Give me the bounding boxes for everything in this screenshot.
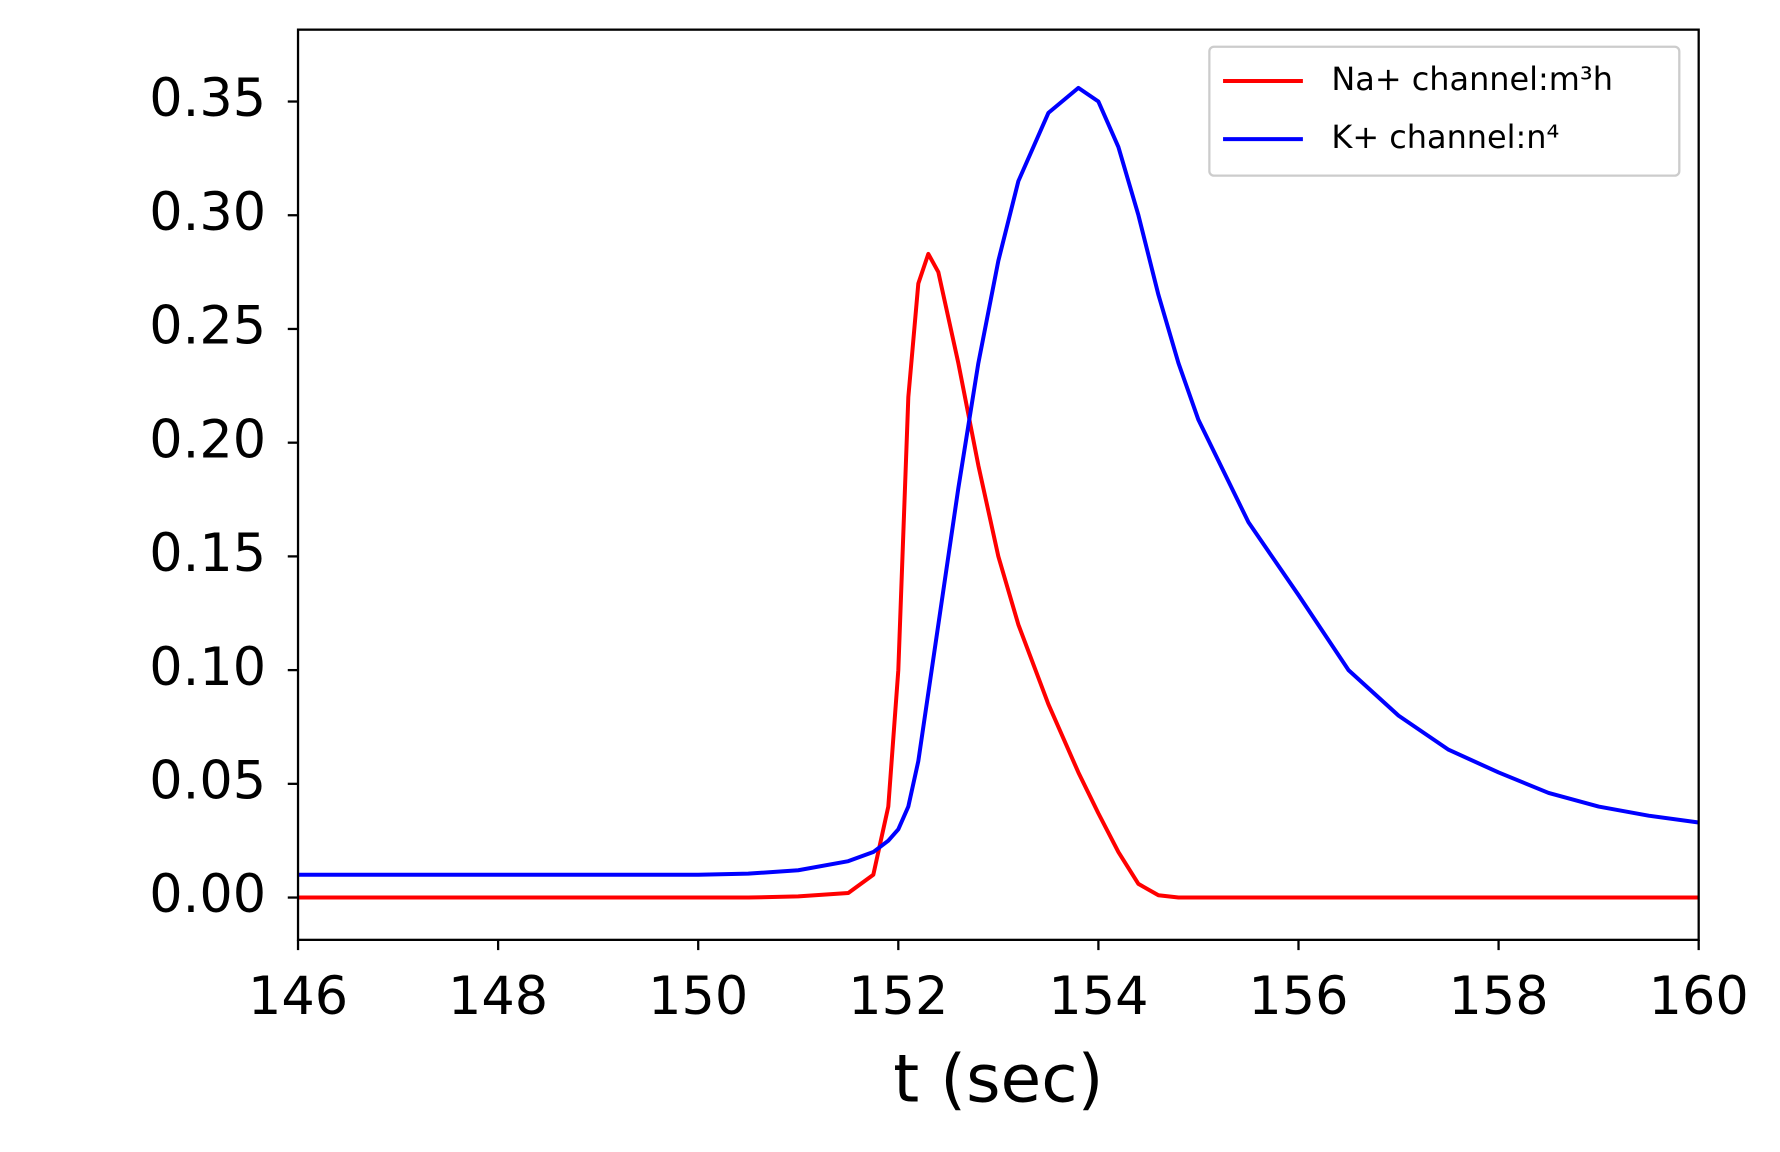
y-tick-label: 0.35 [149,68,266,129]
y-tick-label: 0.20 [149,409,266,470]
x-tick-label: 152 [848,966,948,1027]
legend-box [1208,45,1681,177]
x-tick-label: 146 [248,966,348,1027]
x-tick-label: 148 [448,966,548,1027]
x-tick-label: 158 [1449,966,1549,1027]
x-tick-label: 150 [648,966,748,1027]
series-line [298,251,1699,900]
y-tick-label: 0.10 [149,637,266,698]
y-tick-label: 0.15 [149,523,266,584]
plot-frame [296,28,1700,941]
y-tick-label: 0.30 [149,182,266,243]
legend-label: K+ channel:n⁴ [1331,118,1559,156]
x-tick-label: 156 [1248,966,1348,1027]
series-line [298,85,1699,877]
x-axis-label: t (sec) [893,1041,1103,1118]
x-tick-label: 160 [1649,966,1749,1027]
y-tick-label: 0.00 [149,864,266,925]
y-tick-label: 0.05 [149,750,266,811]
legend-label: Na+ channel:m³h [1331,60,1613,98]
x-tick-label: 154 [1048,966,1148,1027]
y-tick-label: 0.25 [149,296,266,357]
